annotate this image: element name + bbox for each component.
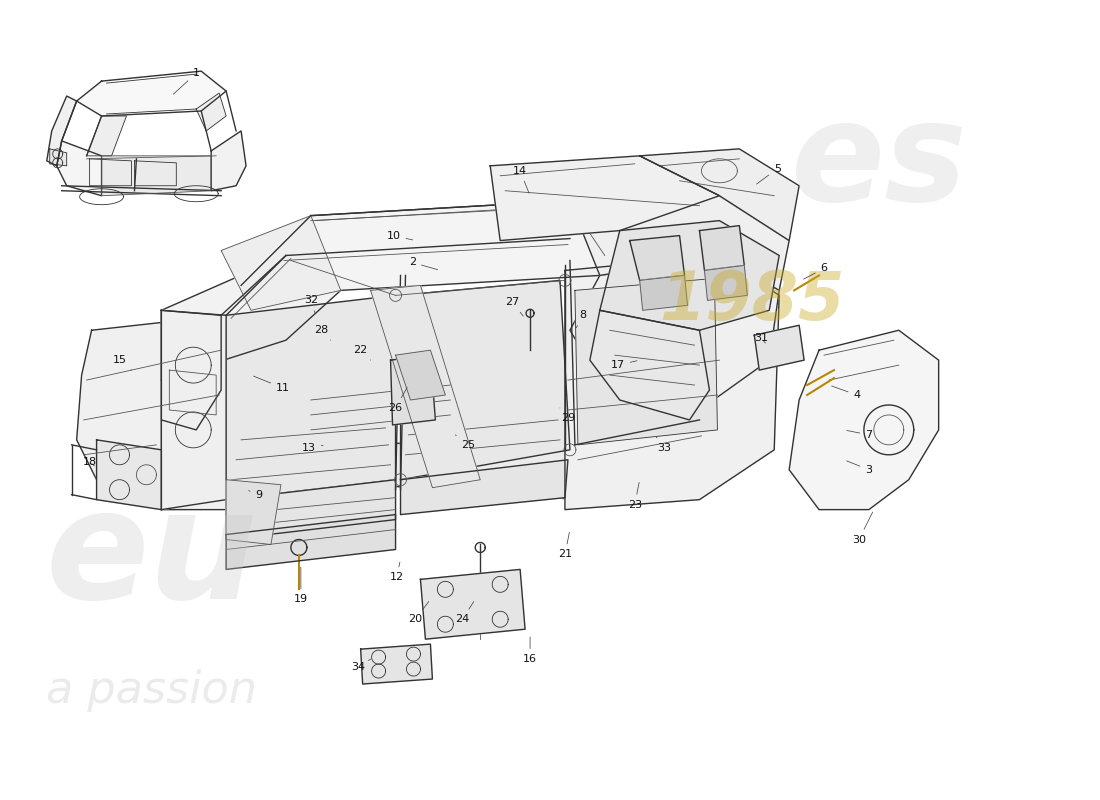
Text: 22: 22	[353, 345, 371, 360]
Text: a passion: a passion	[46, 669, 256, 712]
Polygon shape	[700, 226, 745, 270]
Polygon shape	[361, 644, 432, 684]
Text: 33: 33	[657, 437, 672, 453]
Text: 6: 6	[804, 263, 827, 279]
Text: 10: 10	[386, 230, 412, 241]
Polygon shape	[590, 310, 710, 420]
Polygon shape	[570, 196, 789, 290]
Text: 13: 13	[301, 443, 323, 453]
Polygon shape	[640, 149, 799, 241]
Text: 2: 2	[409, 258, 438, 270]
Polygon shape	[101, 156, 211, 196]
Text: 1985: 1985	[660, 268, 845, 334]
Polygon shape	[491, 156, 719, 241]
Text: 32: 32	[304, 295, 318, 313]
Text: 12: 12	[389, 562, 404, 582]
Polygon shape	[420, 570, 525, 639]
Polygon shape	[227, 295, 396, 500]
Polygon shape	[575, 278, 717, 445]
Polygon shape	[371, 286, 481, 488]
Text: 9: 9	[249, 490, 263, 500]
Polygon shape	[629, 235, 684, 281]
Polygon shape	[87, 116, 126, 156]
Text: 34: 34	[352, 659, 371, 672]
Polygon shape	[565, 255, 779, 510]
Polygon shape	[290, 539, 307, 555]
Text: 19: 19	[294, 567, 308, 604]
Text: 5: 5	[757, 164, 781, 184]
Polygon shape	[640, 275, 688, 310]
Polygon shape	[77, 71, 227, 116]
Text: 8: 8	[576, 310, 586, 328]
Text: 17: 17	[610, 360, 637, 370]
Polygon shape	[57, 141, 101, 196]
Text: 15: 15	[112, 355, 132, 370]
Text: 14: 14	[513, 166, 529, 193]
Polygon shape	[162, 360, 769, 510]
Text: 3: 3	[847, 461, 872, 474]
Polygon shape	[227, 480, 396, 530]
Polygon shape	[97, 440, 162, 510]
Text: 24: 24	[455, 602, 474, 624]
Polygon shape	[390, 355, 436, 425]
Polygon shape	[211, 131, 246, 190]
Polygon shape	[400, 460, 568, 514]
Text: 7: 7	[847, 430, 872, 440]
Polygon shape	[77, 315, 227, 510]
Text: 26: 26	[388, 387, 407, 413]
Text: 27: 27	[505, 298, 524, 316]
Polygon shape	[196, 93, 227, 131]
Text: 4: 4	[832, 386, 860, 400]
Text: 29: 29	[560, 408, 575, 423]
Polygon shape	[789, 330, 938, 510]
Polygon shape	[227, 480, 396, 539]
Polygon shape	[50, 149, 67, 166]
Polygon shape	[395, 352, 430, 388]
Polygon shape	[162, 255, 341, 380]
Text: 23: 23	[628, 482, 641, 510]
Text: 16: 16	[524, 637, 537, 664]
Text: 30: 30	[851, 512, 872, 545]
Polygon shape	[227, 514, 396, 570]
Polygon shape	[221, 216, 341, 310]
Polygon shape	[400, 281, 570, 480]
Polygon shape	[227, 480, 280, 545]
Text: 1: 1	[174, 68, 200, 94]
Text: 20: 20	[408, 602, 429, 624]
Text: 18: 18	[82, 457, 97, 466]
Text: 25: 25	[455, 435, 475, 450]
Text: es: es	[791, 94, 968, 230]
Polygon shape	[396, 350, 446, 400]
Polygon shape	[162, 310, 227, 510]
Text: eu: eu	[46, 482, 258, 631]
Text: 21: 21	[558, 532, 572, 559]
Polygon shape	[704, 266, 747, 300]
Polygon shape	[286, 201, 619, 290]
Polygon shape	[570, 255, 779, 410]
Text: 31: 31	[755, 334, 768, 343]
Polygon shape	[600, 221, 779, 330]
Polygon shape	[755, 326, 804, 370]
Text: 11: 11	[254, 376, 290, 393]
Text: 28: 28	[314, 326, 331, 340]
Polygon shape	[47, 96, 77, 166]
Polygon shape	[162, 310, 221, 430]
